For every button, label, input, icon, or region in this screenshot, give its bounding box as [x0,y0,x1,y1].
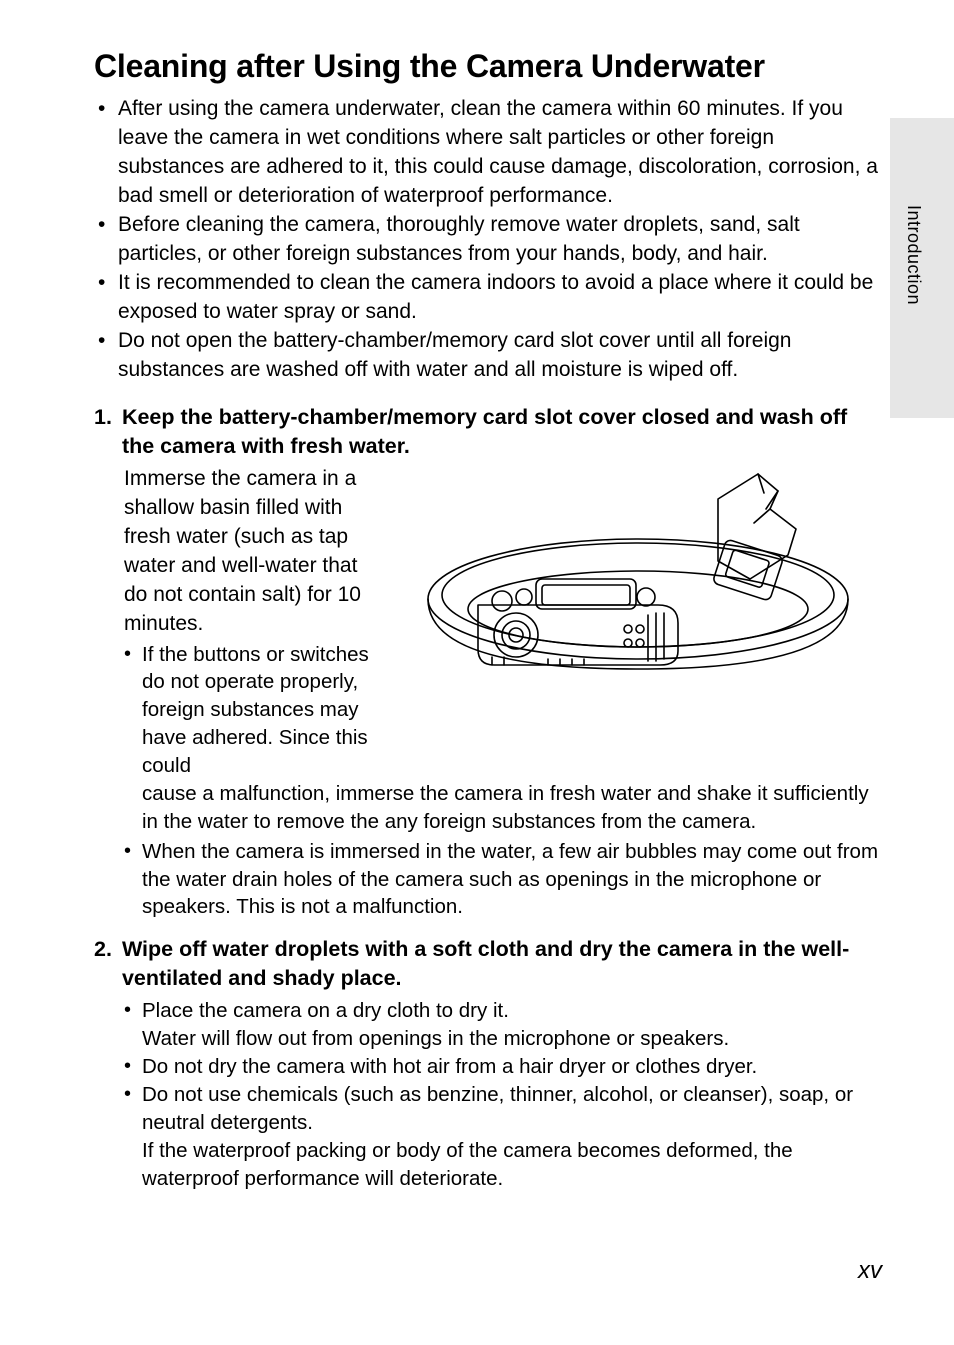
illustration-container [394,465,882,689]
step-1-sub-item-continuation: cause a malfunction, immerse the camera … [142,780,882,836]
step-1-lead-column: Immerse the camera in a shallow basin fi… [124,465,376,780]
intro-item: Before cleaning the camera, thoroughly r… [118,211,882,269]
page: Introduction Cleaning after Using the Ca… [0,0,954,1345]
page-number: xv [858,1257,882,1285]
step-head: 1. Keep the battery-chamber/memory card … [94,403,882,461]
step-1-sub-item: If the buttons or switches do not operat… [142,641,376,780]
intro-item: Do not open the battery-chamber/memory c… [118,327,882,385]
step-title: Wipe off water droplets with a soft clot… [122,935,882,993]
step-2-sub-item: Place the camera on a dry cloth to dry i… [142,997,882,1053]
intro-item: It is recommended to clean the camera in… [118,269,882,327]
step-body: Immerse the camera in a shallow basin fi… [124,465,882,922]
step-body: Place the camera on a dry cloth to dry i… [124,997,882,1192]
camera-basin-illustration-icon [418,469,858,689]
step-1-sub-item: When the camera is immersed in the water… [142,838,882,922]
intro-list: After using the camera underwater, clean… [118,95,882,385]
step-1: 1. Keep the battery-chamber/memory card … [94,403,882,922]
intro-item: After using the camera underwater, clean… [118,95,882,211]
step-1-lead: Immerse the camera in a shallow basin fi… [124,465,376,639]
step-number: 1. [94,403,112,432]
side-tab-label: Introduction [903,205,924,305]
step-2: 2. Wipe off water droplets with a soft c… [94,935,882,1192]
step-title: Keep the battery-chamber/memory card slo… [122,403,882,461]
step-2-sub-item: Do not use chemicals (such as benzine, t… [142,1081,882,1193]
step-number: 2. [94,935,112,964]
step-1-sublist-a: If the buttons or switches do not operat… [142,641,376,780]
step-2-sub-item: Do not dry the camera with hot air from … [142,1053,882,1081]
page-title: Cleaning after Using the Camera Underwat… [94,48,882,85]
step-head: 2. Wipe off water droplets with a soft c… [94,935,882,993]
step-2-sublist: Place the camera on a dry cloth to dry i… [142,997,882,1192]
step-1-sublist-b: When the camera is immersed in the water… [142,838,882,922]
